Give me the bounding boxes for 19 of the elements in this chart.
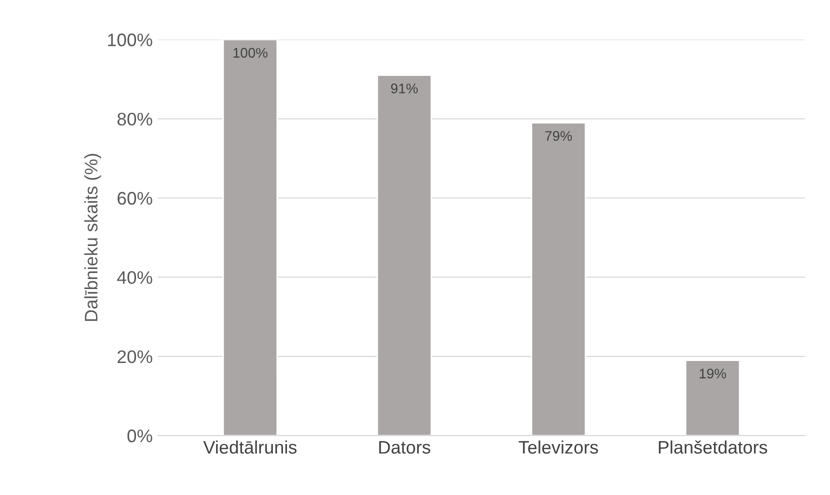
y-tick-label: 80% (117, 112, 152, 126)
y-axis-title: Dalībnieku skaits (%) (84, 154, 102, 321)
x-tick-label: Televizors (518, 440, 598, 454)
bar (530, 122, 586, 436)
x-tick-label: Planšetdators (658, 440, 768, 454)
x-tick-label: Viedtālrunis (203, 440, 297, 454)
bar (222, 40, 278, 436)
data-label: 100% (233, 48, 268, 58)
y-tick-label: 0% (127, 430, 152, 442)
bar (376, 74, 432, 436)
data-label: 79% (545, 131, 572, 141)
y-tick-label: 60% (118, 192, 152, 205)
y-tick-label: 20% (118, 350, 152, 364)
data-label: 91% (391, 84, 418, 94)
data-label: 19% (700, 368, 726, 378)
x-tick-label: Dators (379, 441, 430, 454)
y-tick-label: 100% (108, 34, 152, 46)
bar (684, 360, 740, 436)
y-tick-label: 40% (117, 271, 152, 284)
